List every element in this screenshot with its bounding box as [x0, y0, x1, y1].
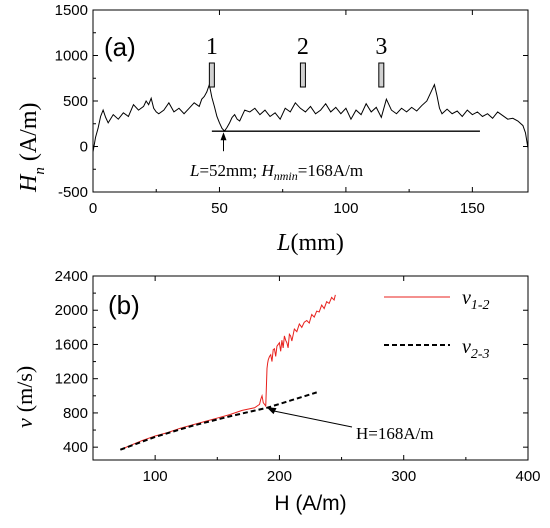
- panel-b-x-tick-label: 100: [143, 468, 168, 485]
- marker-2-block: [299, 62, 306, 88]
- panel-b-y-tick-label: 1200: [55, 371, 88, 388]
- panel-b-y-axis-symbol: v: [12, 418, 37, 428]
- legend-v12-subscript: 1-2: [471, 298, 490, 313]
- legend-v23-symbol: v: [462, 336, 471, 358]
- panel-a-y-tick-label: 0: [80, 139, 88, 156]
- legend-v23-subscript: 2-3: [471, 347, 490, 362]
- panel-b-y-axis-label: v (m/s): [12, 366, 37, 428]
- panel-a-data: 1 2 3: [92, 34, 529, 153]
- marker-1-block: [208, 62, 215, 88]
- annotation-l-value: =52mm;: [199, 161, 261, 180]
- panel-b-x-tick-label: 200: [267, 468, 292, 485]
- panel-b-y-axis-unit: (m/s): [12, 366, 37, 412]
- legend-label-v23: v2-3: [462, 336, 490, 362]
- panel-a-y-tick-label: -500: [58, 184, 88, 201]
- panel-b-series-1-2-line: [120, 294, 336, 451]
- panel-a-x-axis-unit: (mm): [291, 230, 344, 256]
- annotation-h-subscript: nmin: [274, 169, 298, 183]
- panel-b: 100 200 300 400 400 800 1200 1600 2000 2400 (b) v…: [12, 268, 541, 515]
- panel-a-y-axis-unit: (A/m): [16, 103, 42, 162]
- panel-b-annotation-arrowhead: [266, 407, 277, 415]
- panel-b-x-axis-label: H (A/m): [274, 492, 346, 515]
- legend-label-v12: v1-2: [462, 287, 490, 313]
- panel-a-annotation-arrowhead: [220, 132, 227, 141]
- marker-1-label: 1: [206, 34, 218, 60]
- panel-b-y-tick-label: 400: [63, 439, 88, 456]
- panel-b-legend: v1-2 v2-3: [384, 287, 490, 362]
- panel-a-annotation: L=52mm; Hnmin=168A/m: [189, 161, 363, 183]
- panel-a-y-axis-symbol: H: [16, 173, 42, 193]
- panel-b-y-tick-label: 2400: [55, 268, 88, 285]
- panel-a-label: (a): [104, 32, 136, 62]
- annotation-h-symbol: H: [260, 161, 275, 180]
- panel-b-ticks: 100 200 300 400 400 800 1200 1600 2000 2400: [55, 268, 541, 485]
- panel-b-y-tick-label: 2000: [55, 302, 88, 319]
- marker-2-label: 2: [297, 34, 309, 60]
- panel-a-x-tick-label: 50: [211, 200, 228, 217]
- annotation-h-value: =168A/m: [298, 161, 363, 180]
- panel-b-annotation: H=168A/m: [356, 424, 434, 443]
- panel-a-y-axis-label: Hn (A/m): [16, 103, 48, 194]
- panel-b-x-tick-label: 300: [391, 468, 416, 485]
- marker-3-block: [378, 62, 385, 88]
- panel-b-series-2-3-line: [119, 391, 318, 451]
- panel-a-x-tick-label: 0: [89, 200, 97, 217]
- marker-3-label: 3: [375, 34, 387, 60]
- panel-a-x-tick-label: 100: [333, 200, 358, 217]
- panel-b-annotation-line: [274, 410, 353, 428]
- panel-a-y-tick-label: 1000: [55, 48, 88, 65]
- panel-b-frame: [92, 275, 529, 461]
- panel-a-x-tick-label: 150: [460, 200, 485, 217]
- panel-a-x-axis-symbol: L: [276, 230, 290, 256]
- panel-b-y-tick-label: 800: [63, 405, 88, 422]
- panel-a-y-axis-subscript: n: [32, 167, 48, 175]
- panel-b-y-tick-label: 1600: [55, 336, 88, 353]
- panel-a-y-tick-label: 1500: [55, 2, 88, 19]
- panel-a-y-tick-label: 500: [63, 93, 88, 110]
- legend-v12-symbol: v: [462, 287, 471, 309]
- annotation-l-symbol: L: [189, 161, 199, 180]
- panel-b-label: (b): [108, 290, 140, 320]
- panel-b-data: [119, 294, 353, 451]
- panel-a-series-line: [92, 82, 529, 153]
- panel-b-x-tick-label: 400: [515, 468, 540, 485]
- panel-a-x-axis-label: L(mm): [276, 230, 344, 256]
